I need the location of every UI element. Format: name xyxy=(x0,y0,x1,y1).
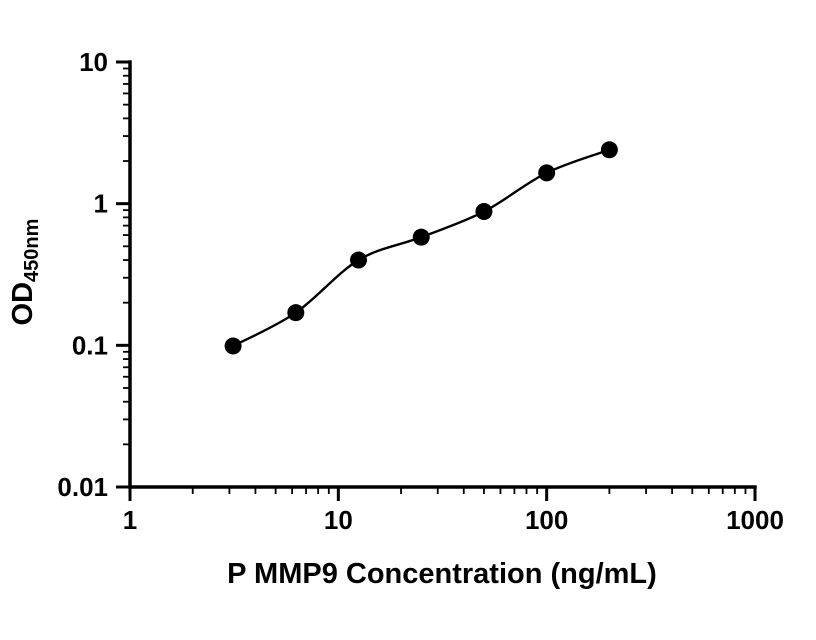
y-axis-title-main: OD xyxy=(7,282,39,326)
x-tick-label: 100 xyxy=(525,505,568,535)
y-axis-title-subscript: 450nm xyxy=(21,219,43,282)
x-tick-label: 1 xyxy=(123,505,137,535)
x-axis-title: P MMP9 Concentration (ng/mL) xyxy=(227,558,657,590)
plot-layer: 1 10 100 1000 0.01 0.1 1 10 xyxy=(57,47,784,535)
data-point xyxy=(538,164,556,182)
data-point xyxy=(350,251,368,269)
data-point xyxy=(412,228,430,246)
axes xyxy=(128,60,757,489)
y-axis-title: OD450nm xyxy=(7,219,43,326)
data-point xyxy=(287,304,305,322)
y-tick-label: 1 xyxy=(94,189,108,219)
y-tick-label: 0.1 xyxy=(72,330,108,360)
data-point xyxy=(600,141,618,159)
data-point xyxy=(475,203,493,221)
data-point xyxy=(224,337,242,355)
y-tick-label: 0.01 xyxy=(57,472,108,502)
x-tick-label: 1000 xyxy=(726,505,784,535)
x-tick-label: 10 xyxy=(324,505,353,535)
y-tick-label: 10 xyxy=(79,47,108,77)
